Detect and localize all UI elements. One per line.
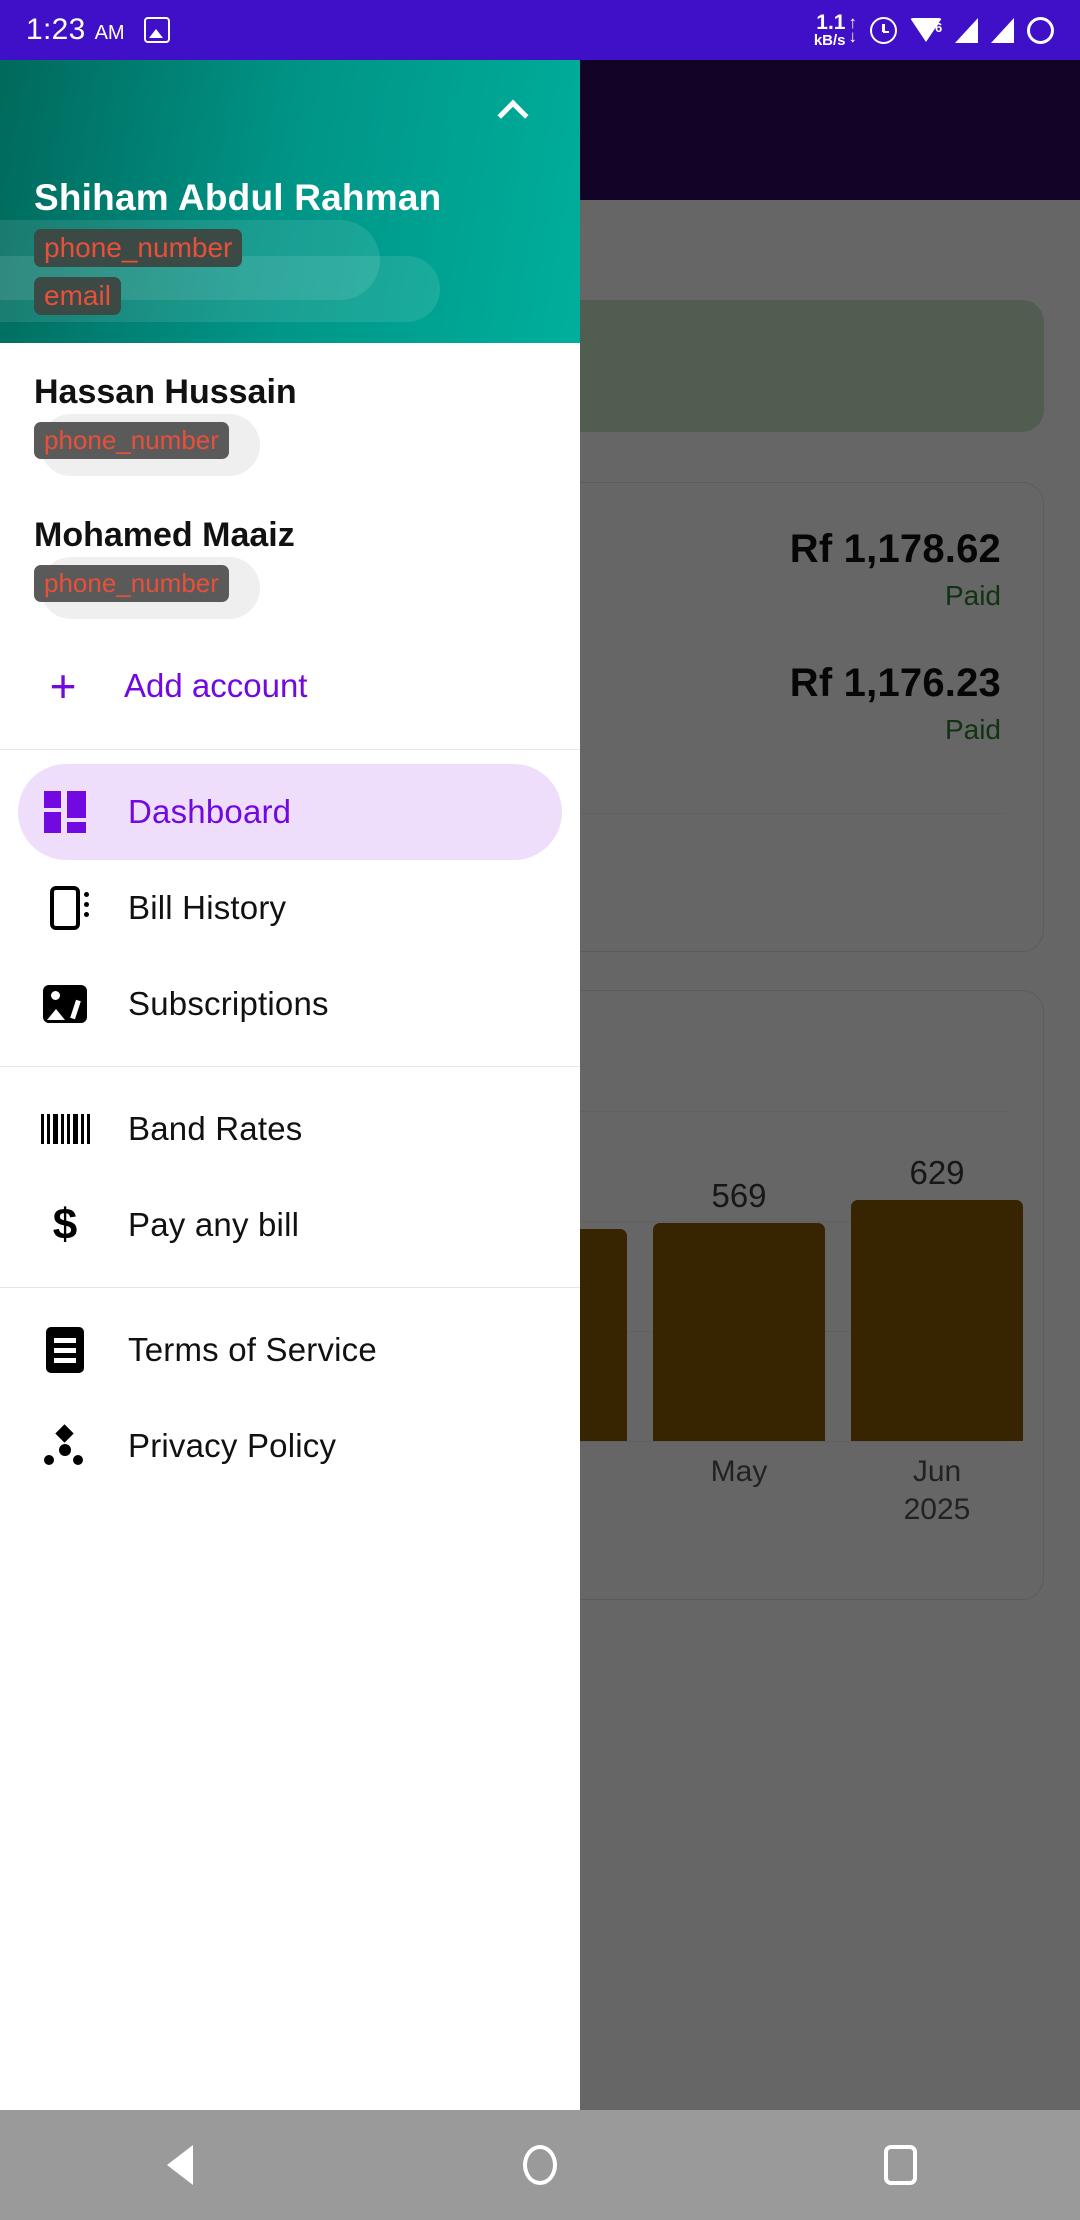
sidebar-item-label: Privacy Policy [128,1427,337,1464]
document-lines-icon [40,1327,90,1373]
signal-bars-icon [955,17,978,43]
barcode-icon [40,1114,90,1144]
navigation-drawer[interactable]: Shiham Abdul Rahman phone_number email H… [0,60,580,2110]
drawer-header: Shiham Abdul Rahman phone_number email [0,60,580,343]
wifi-icon: 6 [910,18,942,42]
sidebar-item-label: Band Rates [128,1110,303,1147]
add-account-button[interactable]: + Add account [0,629,580,749]
clock-time: 1:23 [26,13,86,46]
sidebar-item-bill-history[interactable]: Bill History [18,860,562,956]
sidebar-item-terms-of-service[interactable]: Terms of Service [18,1302,562,1398]
status-bar-left: 1:23 AM [26,13,170,47]
account-name: Hassan Hussain [34,373,297,411]
clock-ampm: AM [94,22,125,44]
alarm-icon [870,16,897,44]
active-account[interactable]: Shiham Abdul Rahman phone_number email [34,177,560,315]
download-arrow-icon: ↓ [848,27,858,46]
status-bar-right: 1.1 kB/s ↑ ↓ 6 [814,12,1054,48]
accounts-list: Hassan Hussain phone_number Mohamed Maaiz p… [0,343,580,629]
sidebar-item-label: Subscriptions [128,985,329,1022]
phone-list-icon [40,886,90,930]
dollar-sign-icon: $ [52,1200,78,1249]
sidebar-item-subscriptions[interactable]: Subscriptions [18,956,562,1052]
network-speed-indicator: 1.1 kB/s ↑ ↓ [814,12,857,48]
sidebar-item-label: Pay any bill [128,1206,300,1243]
sidebar-item-pay-any-bill[interactable]: $ Pay any bill [18,1177,562,1273]
plus-icon: + [49,660,77,712]
status-bar: 1:23 AM 1.1 kB/s ↑ ↓ 6 [0,0,1080,60]
privacy-dots-icon [40,1424,90,1467]
account-phone-redacted: phone_number [34,422,229,459]
circle-icon [1027,16,1054,44]
net-speed-unit: kB/s [813,32,846,49]
photo-icon [143,17,170,43]
drawer-divider [0,1287,580,1288]
sidebar-item-label: Terms of Service [128,1331,377,1368]
chevron-up-icon [497,99,529,131]
account-phone-redacted: phone_number [34,229,243,267]
wifi-generation-badge: 6 [935,20,943,35]
sidebar-item-label: Bill History [128,889,287,926]
system-navigation-bar [0,2110,1080,2220]
net-speed-value: 1.1 [816,11,846,34]
sidebar-item-label: Dashboard [128,793,292,830]
signal-bars-icon [991,17,1014,43]
sidebar-item-band-rates[interactable]: Band Rates [18,1081,562,1177]
dashboard-grid-icon [40,791,90,833]
drawer-divider [0,1066,580,1067]
recents-square-icon [883,2145,917,2185]
sidebar-item-privacy-policy[interactable]: Privacy Policy [18,1398,562,1494]
transfer-arrows-icon: ↑ ↓ [848,12,858,46]
drawer-nav-section: Band Rates $ Pay any bill [0,1067,580,1287]
drawer-nav-section: Terms of Service Privacy Policy [0,1288,580,1508]
account-list-item[interactable]: Mohamed Maaiz phone_number [0,486,580,629]
back-triangle-icon [167,2145,193,2185]
account-name: Shiham Abdul Rahman [34,177,442,218]
home-circle-icon [523,2145,557,2185]
upload-arrow-icon: ↑ [848,12,858,32]
drawer-nav-sections: Dashboard Bill History Subscriptions Band R… [0,750,580,1508]
nav-recents-button[interactable] [720,2145,1080,2185]
account-name: Mohamed Maaiz [34,516,295,554]
account-email-redacted: email [34,277,121,315]
image-card-icon [40,985,90,1023]
add-account-label: Add account [124,667,308,704]
nav-home-button[interactable] [360,2145,720,2185]
account-phone-redacted: phone_number [34,565,229,602]
drawer-divider [0,749,580,750]
collapse-accounts-button[interactable] [484,82,542,140]
drawer-nav-section: Dashboard Bill History Subscriptions [0,750,580,1066]
nav-back-button[interactable] [0,2145,360,2185]
account-list-item[interactable]: Hassan Hussain phone_number [0,343,580,486]
sidebar-item-dashboard[interactable]: Dashboard [18,764,562,860]
